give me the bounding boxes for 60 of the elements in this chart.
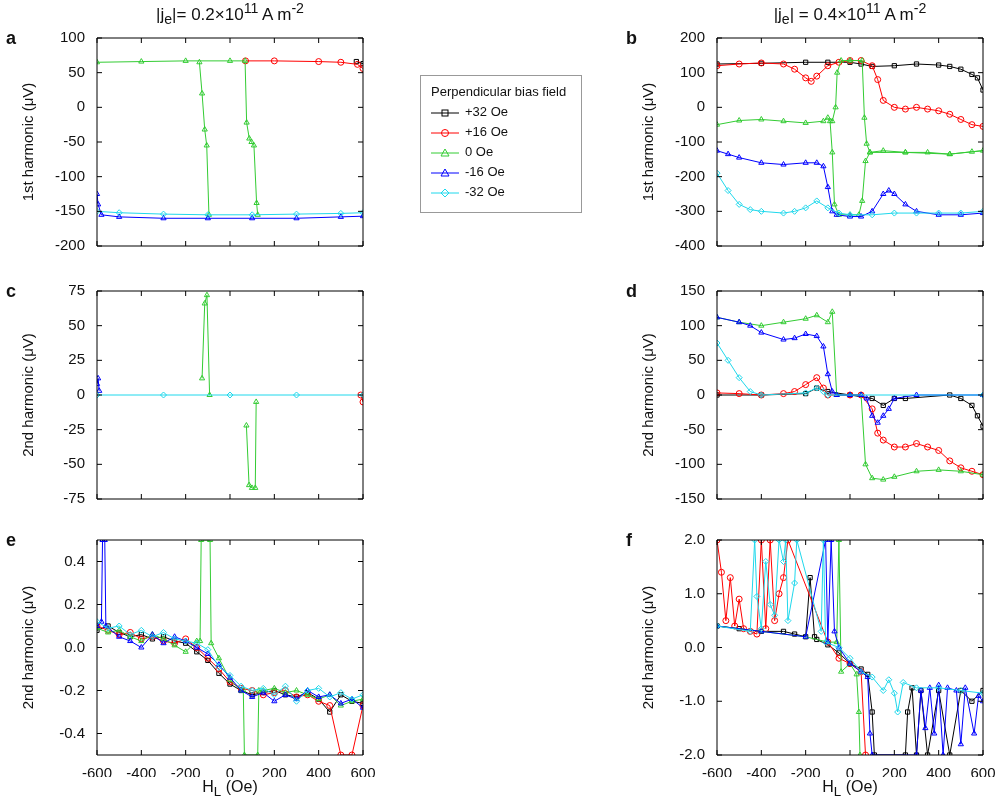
y-tick-label: 2.0 [684, 530, 705, 548]
x-axis-title: H$_{L}$ (Oe) [202, 778, 258, 800]
y-tick-label: -100 [674, 454, 705, 472]
y-tick-label: -200 [674, 166, 705, 184]
y-axis-title: 2nd harmonic (μV) [639, 333, 657, 457]
y-tick-label: 25 [68, 350, 85, 368]
y-tick-label: -150 [54, 201, 85, 219]
text: d [626, 281, 637, 302]
y-tick-label: -2.0 [679, 745, 705, 763]
y-tick-label: -50 [683, 419, 705, 437]
text: e [6, 530, 17, 551]
y-tick-label: 1.0 [684, 583, 705, 601]
text: b [626, 28, 637, 49]
y-tick-label: -50 [63, 454, 85, 472]
y-axis-title: 1st harmonic (μV) [639, 82, 657, 202]
y-tick-label: -1.0 [679, 691, 705, 709]
y-tick-label: 100 [59, 28, 85, 46]
y-tick-label: -150 [674, 489, 705, 507]
y-tick-label: 100 [679, 315, 705, 333]
y-tick-label: 0.4 [64, 551, 85, 569]
y-tick-label: -75 [63, 489, 85, 507]
y-tick-label: 200 [679, 28, 705, 46]
y-tick-label: -400 [674, 236, 705, 254]
y-tick-label: 100 [679, 62, 705, 80]
legend-label: +16 Oe [464, 123, 509, 141]
y-tick-label: 75 [68, 281, 85, 299]
y-tick-label: -100 [674, 132, 705, 150]
chart-title: |j$_{e}$| = 0.4×10$^{11}$ A m$^{-2}$ [772, 0, 928, 28]
y-tick-label: 0 [76, 385, 85, 403]
y-axis-title: 2nd harmonic (μV) [19, 333, 37, 457]
text: a [6, 28, 17, 49]
y-tick-label: -25 [63, 419, 85, 437]
y-axis-title: 2nd harmonic (μV) [639, 585, 657, 710]
text: c [6, 281, 17, 302]
y-tick-label: 0.0 [684, 637, 705, 655]
y-tick-label: 50 [68, 315, 85, 333]
legend-label: -16 Oe [464, 163, 506, 181]
legend-label: 0 Oe [464, 143, 495, 161]
y-tick-label: -200 [54, 236, 85, 254]
x-axis-title: H$_{L}$ (Oe) [822, 778, 878, 800]
y-axis-title: 1st harmonic (μV) [19, 82, 37, 202]
legend-label: -32 Oe [464, 183, 506, 201]
y-tick-label: 0.0 [64, 637, 85, 655]
text: f [626, 530, 632, 551]
legend-label: +32 Oe [464, 103, 509, 121]
chart-title: |j$_{e}$|= 0.2×10$^{11}$ A m$^{-2}$ [155, 0, 305, 28]
y-tick-label: 0 [696, 97, 705, 115]
y-tick-label: -100 [54, 166, 85, 184]
y-tick-label: -0.4 [59, 723, 85, 741]
y-tick-label: 0 [76, 97, 85, 115]
y-tick-label: -300 [674, 201, 705, 219]
y-tick-label: 50 [68, 62, 85, 80]
y-axis-title: 2nd harmonic (μV) [19, 585, 37, 710]
legend-title: Perpendicular bias field [431, 84, 568, 99]
y-tick-label: -0.2 [59, 680, 85, 698]
y-tick-label: 150 [679, 281, 705, 299]
y-tick-label: 0.2 [64, 594, 85, 612]
y-tick-label: 50 [688, 350, 705, 368]
y-tick-label: 0 [696, 385, 705, 403]
y-tick-label: -50 [63, 132, 85, 150]
